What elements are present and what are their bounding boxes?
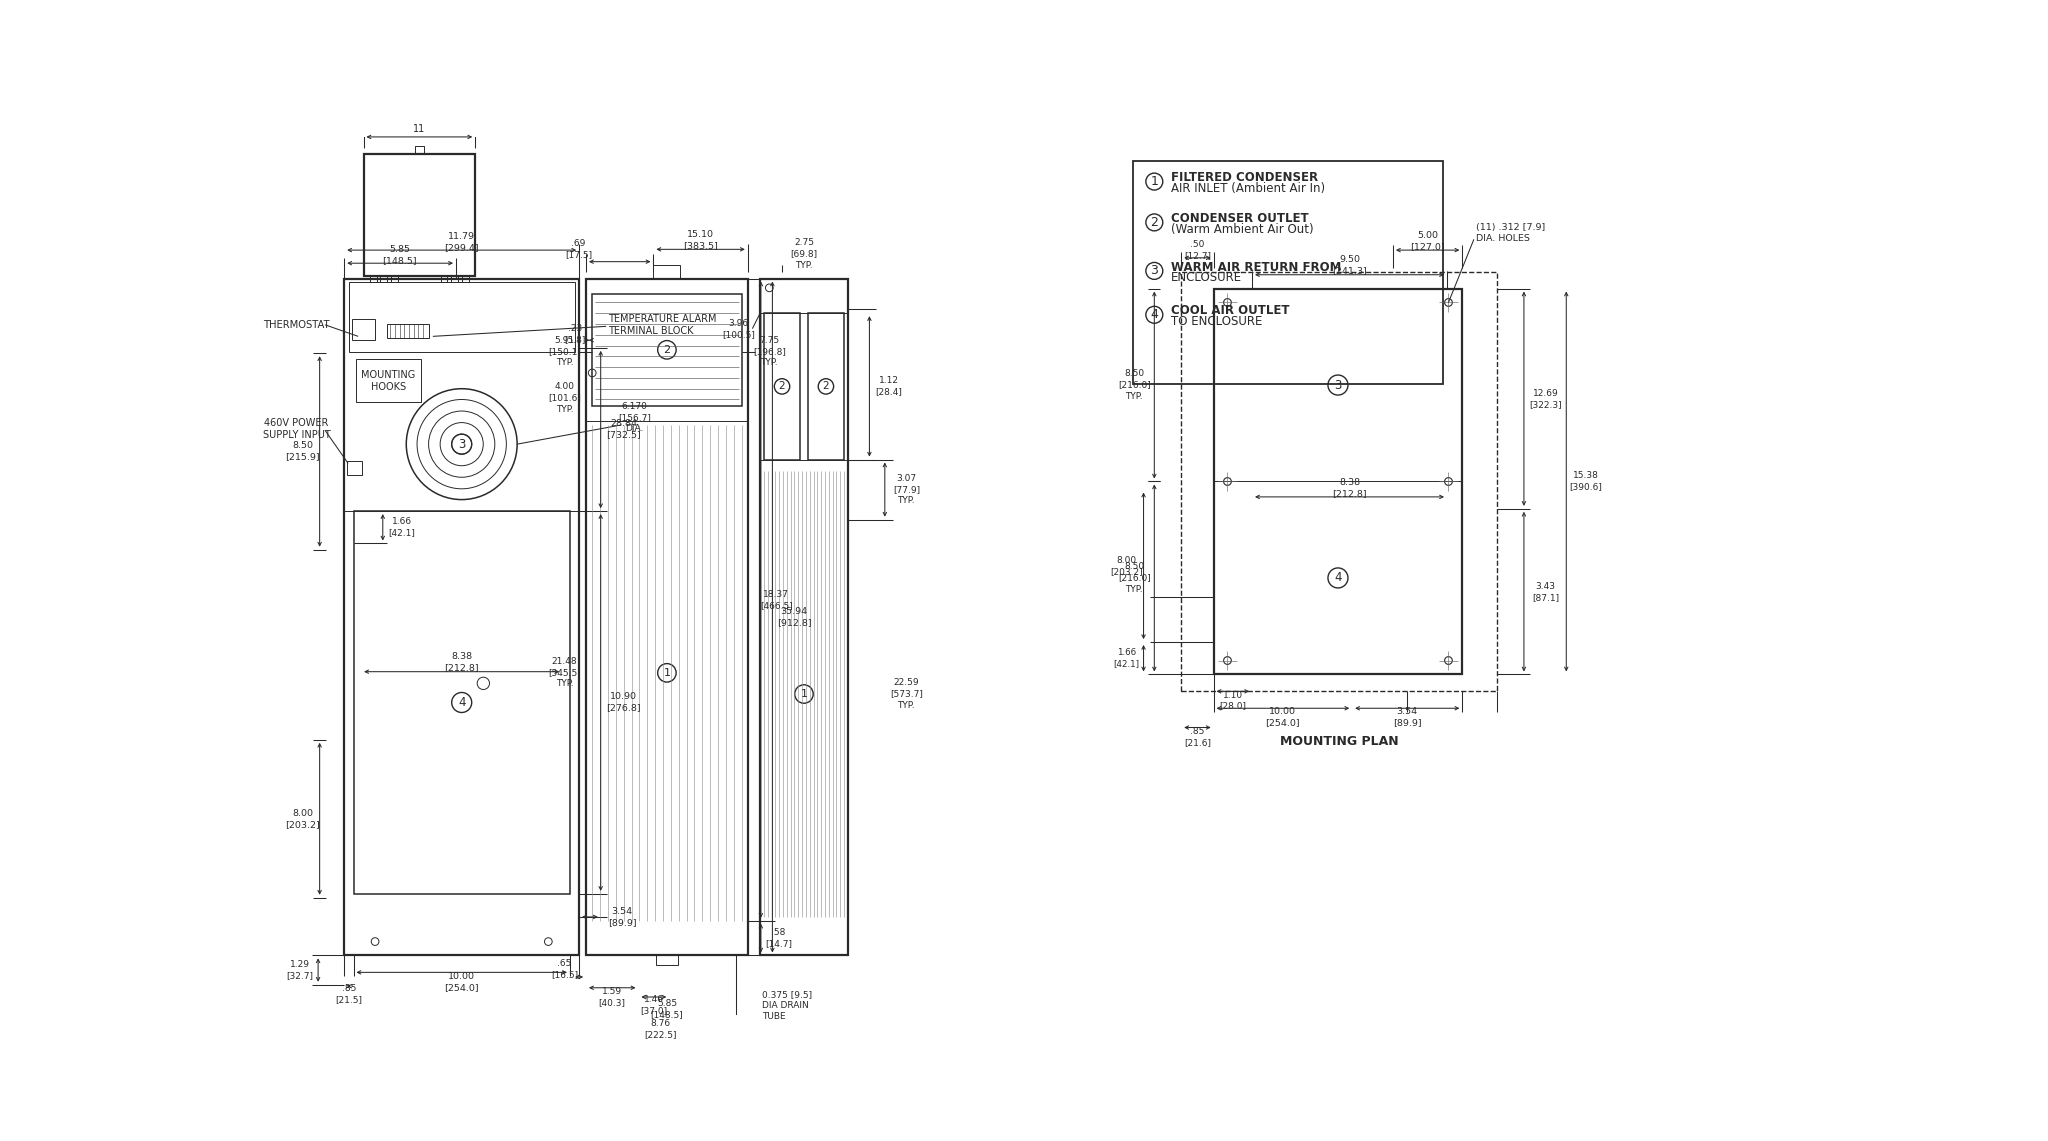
Text: 9.50
[241.3]: 9.50 [241.3]: [1331, 256, 1366, 276]
Text: 4: 4: [1333, 572, 1341, 584]
Bar: [344, 278, 580, 955]
Text: 5.85
[148.5]: 5.85 [148.5]: [651, 1000, 684, 1019]
Text: 1: 1: [664, 667, 670, 678]
Text: 1.66
[42.1]: 1.66 [42.1]: [389, 517, 416, 537]
Text: .23
[5.8]: .23 [5.8]: [565, 324, 586, 345]
Text: 2: 2: [664, 345, 670, 355]
Text: MOUNTING PLAN: MOUNTING PLAN: [1280, 735, 1399, 747]
Text: 8.00
[203.2]: 8.00 [203.2]: [1110, 556, 1143, 576]
Text: 7.75
[196.8]
TYP.: 7.75 [196.8] TYP.: [754, 337, 786, 367]
Text: (Warm Ambient Air Out): (Warm Ambient Air Out): [1171, 222, 1315, 236]
Text: 2.75
[69.8]
TYP.: 2.75 [69.8] TYP.: [791, 238, 817, 269]
Text: 11.79
[299.4]: 11.79 [299.4]: [444, 232, 479, 252]
Text: 2: 2: [1151, 216, 1159, 229]
Text: 8.00
[203.2]: 8.00 [203.2]: [285, 809, 319, 828]
Text: 15.10
[383.5]: 15.10 [383.5]: [684, 230, 719, 250]
Text: .69
[17.5]: .69 [17.5]: [565, 240, 592, 259]
Bar: [391, 275, 397, 282]
Text: .58
[14.7]: .58 [14.7]: [766, 928, 793, 948]
Text: 28.84
[732.5]: 28.84 [732.5]: [606, 420, 641, 439]
Text: CONDENSER OUTLET: CONDENSER OUTLET: [1171, 212, 1309, 225]
Text: .85
[21.6]: .85 [21.6]: [1184, 728, 1210, 747]
Text: 8.50
[216.0]
TYP.: 8.50 [216.0] TYP.: [1118, 563, 1151, 593]
Bar: [1214, 289, 1462, 674]
Bar: [346, 461, 362, 475]
Text: 3: 3: [1335, 379, 1341, 391]
Text: 5.00
[127.0]: 5.00 [127.0]: [1411, 230, 1446, 251]
Text: THERMOSTAT: THERMOSTAT: [264, 319, 330, 330]
Bar: [354, 511, 569, 893]
Text: 11: 11: [414, 124, 426, 135]
Text: 4: 4: [459, 696, 465, 709]
Text: 8.38
[212.8]: 8.38 [212.8]: [444, 653, 479, 672]
Text: 1.59
[40.3]: 1.59 [40.3]: [598, 987, 627, 1008]
Text: MOUNTING
HOOKS: MOUNTING HOOKS: [360, 370, 416, 393]
Text: TEMPERATURE ALARM
TERMINAL BLOCK: TEMPERATURE ALARM TERMINAL BLOCK: [608, 314, 717, 335]
Text: 3.96
[100.5]: 3.96 [100.5]: [723, 318, 756, 339]
Text: .85
[21.5]: .85 [21.5]: [336, 984, 362, 1004]
Bar: [451, 275, 459, 282]
Text: 1.29
[32.7]: 1.29 [32.7]: [287, 960, 313, 980]
Text: WARM AIR RETURN FROM: WARM AIR RETURN FROM: [1171, 260, 1341, 274]
Bar: [463, 275, 469, 282]
Text: 3.54
[89.9]: 3.54 [89.9]: [608, 907, 637, 926]
Text: 3: 3: [459, 438, 465, 451]
Text: 3: 3: [1151, 265, 1159, 277]
Bar: [1133, 161, 1444, 385]
Bar: [348, 283, 575, 351]
Text: 5.91
[150.1]
TYP.: 5.91 [150.1] TYP.: [549, 337, 582, 367]
Text: 2: 2: [778, 381, 784, 391]
Text: 6.170
[156.7]
DIA.: 6.170 [156.7] DIA.: [618, 402, 651, 432]
Text: 15.38
[390.6]: 15.38 [390.6]: [1569, 471, 1602, 492]
Text: 4: 4: [1151, 308, 1159, 322]
Text: 460V POWER
SUPPLY INPUT: 460V POWER SUPPLY INPUT: [262, 418, 330, 440]
Text: TO ENCLOSURE: TO ENCLOSURE: [1171, 315, 1264, 329]
Bar: [381, 275, 387, 282]
Text: 22.59
[573.7]
TYP.: 22.59 [573.7] TYP.: [891, 679, 924, 710]
Bar: [807, 314, 844, 460]
Bar: [655, 955, 678, 964]
Text: COOL AIR OUTLET: COOL AIR OUTLET: [1171, 305, 1290, 317]
Bar: [387, 324, 428, 338]
Text: 3.43
[87.1]: 3.43 [87.1]: [1532, 582, 1559, 601]
Text: 35.94
[912.8]: 35.94 [912.8]: [776, 607, 811, 628]
Text: 1: 1: [801, 689, 807, 699]
Text: 10.00
[254.0]: 10.00 [254.0]: [444, 971, 479, 992]
Text: 0.375 [9.5]
DIA DRAIN
TUBE: 0.375 [9.5] DIA DRAIN TUBE: [762, 990, 811, 1021]
Text: ENCLOSURE: ENCLOSURE: [1171, 272, 1243, 284]
Text: 3.54
[89.9]: 3.54 [89.9]: [1393, 707, 1421, 728]
Bar: [592, 294, 741, 406]
Text: 8.38
[212.8]: 8.38 [212.8]: [1331, 478, 1366, 497]
Bar: [440, 275, 446, 282]
Text: 21.48
[545.5]
TYP.: 21.48 [545.5] TYP.: [549, 657, 582, 688]
Bar: [760, 278, 848, 955]
Text: 10.90
[276.8]: 10.90 [276.8]: [606, 693, 641, 712]
Text: (11) .312 [7.9]
DIA. HOLES: (11) .312 [7.9] DIA. HOLES: [1477, 224, 1546, 243]
Text: 1.12
[28.4]: 1.12 [28.4]: [874, 377, 901, 396]
Text: 1.10
[28.0]: 1.10 [28.0]: [1219, 690, 1247, 711]
Text: 5.85
[148.5]: 5.85 [148.5]: [383, 244, 418, 265]
Text: .65
[16.5]: .65 [16.5]: [551, 960, 578, 979]
Bar: [352, 318, 375, 340]
Bar: [371, 275, 377, 282]
Text: 4.00
[101.6]
TYP.: 4.00 [101.6] TYP.: [549, 382, 582, 413]
Text: 1: 1: [1151, 175, 1159, 188]
Bar: [764, 314, 801, 460]
Text: 8.76
[222.5]: 8.76 [222.5]: [645, 1019, 678, 1039]
Text: 3.07
[77.9]
TYP.: 3.07 [77.9] TYP.: [893, 474, 920, 505]
Bar: [653, 265, 680, 278]
Text: 12.69
[322.3]: 12.69 [322.3]: [1530, 389, 1563, 408]
Text: 1.46
[37.0]: 1.46 [37.0]: [641, 995, 668, 1015]
Text: 18.37
[466.5]: 18.37 [466.5]: [760, 590, 793, 609]
Text: 1.66
[42.1]: 1.66 [42.1]: [1114, 648, 1139, 669]
Bar: [586, 278, 748, 955]
Text: 10.00
[254.0]: 10.00 [254.0]: [1266, 707, 1300, 728]
Text: AIR INLET (Ambient Air In): AIR INLET (Ambient Air In): [1171, 183, 1325, 195]
Text: 8.50
[216.0]
TYP.: 8.50 [216.0] TYP.: [1118, 370, 1151, 400]
Text: 8.50
[215.9]: 8.50 [215.9]: [285, 442, 319, 461]
Bar: [1182, 272, 1497, 691]
Text: .50
[12.7]: .50 [12.7]: [1184, 240, 1210, 260]
Text: FILTERED CONDENSER: FILTERED CONDENSER: [1171, 171, 1319, 184]
Bar: [365, 154, 475, 275]
Bar: [416, 146, 424, 154]
